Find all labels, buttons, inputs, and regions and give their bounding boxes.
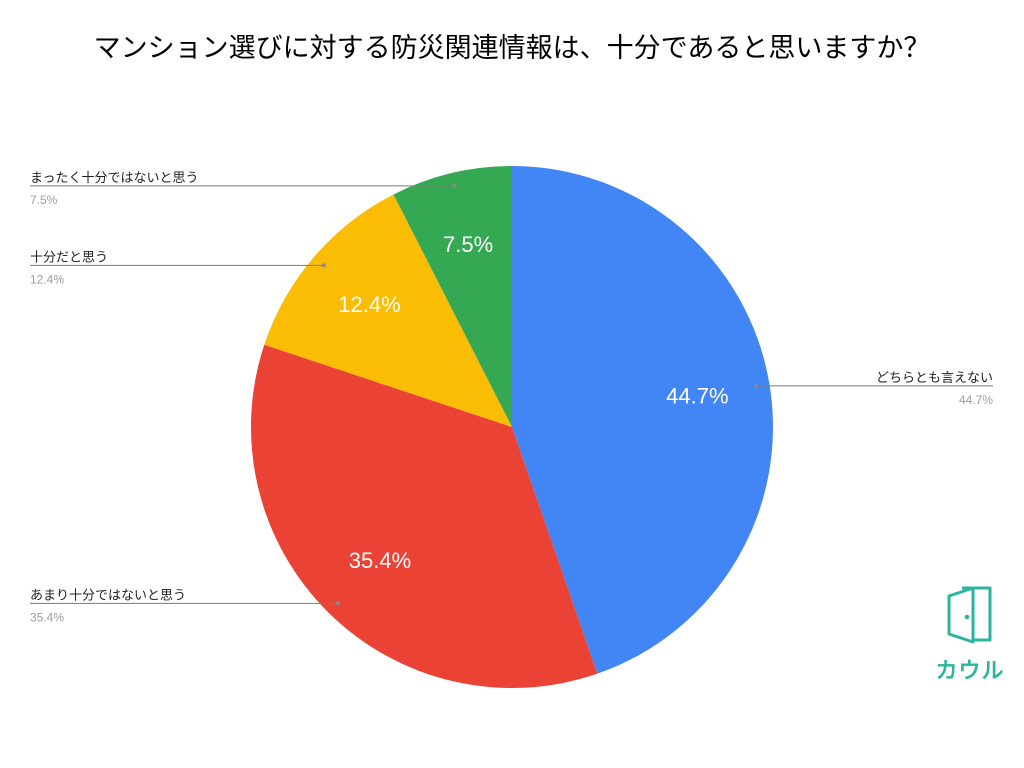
leader-dot bbox=[452, 183, 457, 188]
callout: 十分だと思う 12.4% bbox=[30, 249, 326, 286]
slice-value-label: 44.7% bbox=[666, 383, 728, 408]
callout-category-label: どちらとも言えない bbox=[876, 370, 993, 385]
callout-percent-label: 7.5% bbox=[30, 193, 58, 207]
pie-slice[interactable] bbox=[393, 166, 512, 427]
slice-value-label: 35.4% bbox=[349, 548, 411, 573]
slice-value-labels: 44.7% 35.4% 12.4% 7.5% bbox=[338, 232, 728, 573]
pie-slice[interactable] bbox=[264, 194, 512, 427]
leader-dot bbox=[335, 601, 340, 606]
callout-category-label: あまり十分ではないと思う bbox=[30, 587, 186, 602]
pie-slice[interactable] bbox=[512, 166, 773, 674]
pie-slices bbox=[251, 166, 773, 688]
callout: どちらとも言えない 44.7% bbox=[754, 370, 993, 407]
brand-logo: カウル bbox=[935, 586, 1004, 684]
door-frame bbox=[962, 586, 992, 642]
chart-title: マンション選びに対する防災関連情報は、十分であると思いますか？ bbox=[93, 33, 931, 63]
slice-value-label: 7.5% bbox=[443, 232, 493, 257]
callout-percent-label: 12.4% bbox=[30, 272, 64, 286]
callout: あまり十分ではないと思う 35.4% bbox=[30, 587, 340, 624]
brand-name: カウル bbox=[935, 659, 1004, 684]
door-panel bbox=[947, 586, 975, 644]
callout-percent-label: 35.4% bbox=[30, 610, 64, 624]
callout-labels: どちらとも言えない 44.7% あまり十分ではないと思う 35.4% 十分だと思う 12.… bbox=[30, 170, 993, 624]
door-knob bbox=[964, 614, 970, 620]
leader-dot bbox=[321, 263, 326, 268]
door-icon bbox=[947, 586, 992, 644]
callout-category-label: まったく十分ではないと思う bbox=[30, 170, 198, 185]
slice-value-label: 12.4% bbox=[338, 292, 400, 317]
callout: まったく十分ではないと思う 7.5% bbox=[30, 170, 457, 207]
leader-dot bbox=[754, 383, 759, 388]
callout-category-label: 十分だと思う bbox=[30, 249, 108, 264]
callout-percent-label: 44.7% bbox=[959, 393, 993, 407]
